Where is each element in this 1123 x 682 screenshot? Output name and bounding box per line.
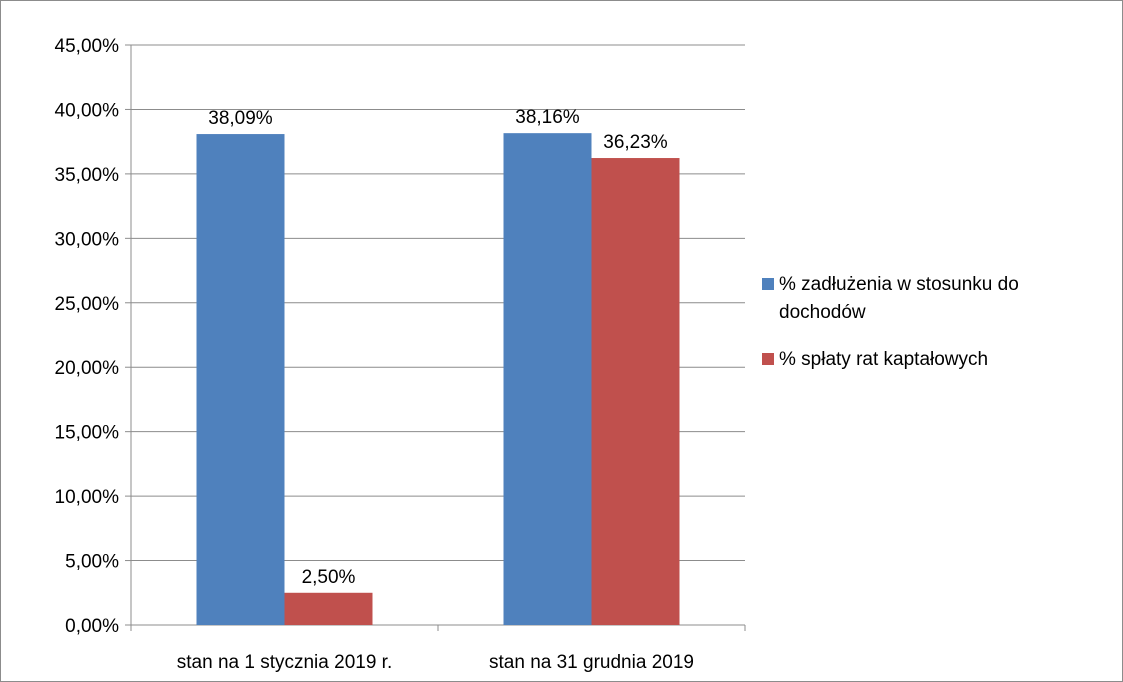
legend-swatch bbox=[762, 353, 774, 365]
y-tick-label: 40,00% bbox=[55, 100, 120, 121]
bar bbox=[503, 133, 592, 625]
y-tick-label: 30,00% bbox=[55, 229, 120, 250]
bar bbox=[284, 592, 373, 625]
data-label: 2,50% bbox=[302, 567, 356, 588]
data-label: 38,16% bbox=[515, 107, 580, 128]
y-tick-label: 45,00% bbox=[55, 36, 120, 57]
bar bbox=[591, 158, 680, 625]
category-label: stan na 31 grudnia 2019 bbox=[489, 652, 694, 673]
legend-label: % spłaty rat kaptałowych bbox=[779, 349, 988, 370]
legend-label: dochodów bbox=[779, 302, 866, 323]
y-tick-label: 20,00% bbox=[55, 358, 120, 379]
legend-label: % zadłużenia w stosunku do bbox=[779, 274, 1019, 295]
category-label: stan na 1 stycznia 2019 r. bbox=[177, 652, 392, 673]
y-tick-label: 25,00% bbox=[55, 294, 120, 315]
y-tick-label: 15,00% bbox=[55, 423, 120, 444]
y-tick-label: 10,00% bbox=[55, 487, 120, 508]
legend-swatch bbox=[762, 278, 774, 290]
data-label: 36,23% bbox=[603, 132, 668, 153]
y-tick-label: 0,00% bbox=[65, 616, 119, 637]
y-tick-label: 5,00% bbox=[65, 552, 119, 573]
bar bbox=[196, 134, 285, 625]
y-tick-label: 35,00% bbox=[55, 165, 120, 186]
data-label: 38,09% bbox=[208, 108, 273, 129]
